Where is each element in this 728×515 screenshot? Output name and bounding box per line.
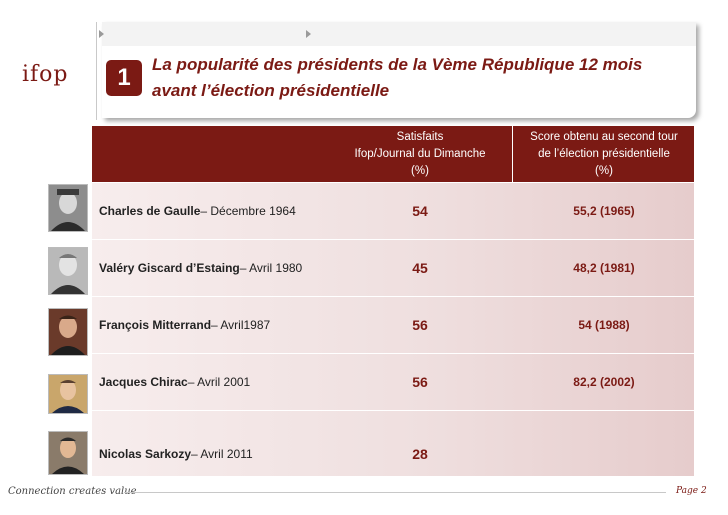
president-name: Valéry Giscard d’Estaing: [99, 261, 240, 275]
triangle-marker-icon: [99, 30, 104, 38]
table-row: [92, 183, 694, 239]
score-value: 55,2 (1965): [573, 204, 635, 218]
header-satisfaits-line2: Ifop/Journal du Dimanche: [354, 147, 486, 160]
survey-date: – Avril1987: [211, 318, 271, 332]
header-satisfaits: Satisfaits Ifop/Journal du Dimanche (%): [328, 126, 512, 182]
table-row: [92, 240, 694, 296]
portrait-giscard-icon: [48, 247, 88, 295]
header-divider: [96, 22, 97, 120]
president-name: Nicolas Sarkozy: [99, 447, 192, 461]
page-number: Page 2: [676, 486, 707, 496]
portrait-chirac-icon: [48, 374, 88, 414]
table-header: [92, 126, 694, 182]
header-satisfaits-line1: Satisfaits: [396, 130, 444, 143]
ifop-logo: ifop: [22, 62, 69, 87]
header-satisfaits-line3: (%): [411, 164, 429, 177]
header-score-line3: (%): [595, 164, 613, 177]
satisfaits-value: 28: [412, 446, 428, 462]
portrait-de-gaulle-icon: [48, 184, 88, 232]
title-line-1: La popularité des présidents de la Vème …: [152, 55, 643, 74]
row-name: Valéry Giscard d’Estaing – Avril 1980: [99, 240, 327, 296]
slide-number-badge: 1: [106, 60, 142, 96]
header-score: Score obtenu au second tour de l’électio…: [514, 126, 694, 182]
portrait-mitterrand-icon: [48, 308, 88, 356]
score-value: 54 (1988): [578, 318, 630, 332]
header-score-line1: Score obtenu au second tour: [530, 130, 678, 143]
president-name: Jacques Chirac: [99, 375, 188, 389]
row-name: Nicolas Sarkozy – Avril 2011: [99, 426, 327, 482]
header-top-band: [102, 22, 696, 46]
president-name: François Mitterrand: [99, 318, 212, 332]
satisfaits-value: 56: [412, 374, 428, 390]
page-title: La popularité des présidents de la Vème …: [152, 52, 692, 104]
portrait-sarkozy-icon: [48, 431, 88, 475]
row-name: Charles de Gaulle – Décembre 1964: [99, 183, 327, 239]
table-row: [92, 297, 694, 353]
satisfaits-value: 56: [412, 317, 428, 333]
survey-date: – Avril 2001: [187, 375, 251, 389]
satisfaits-value: 45: [412, 260, 428, 276]
survey-date: – Décembre 1964: [200, 204, 296, 218]
score-value: 82,2 (2002): [573, 375, 635, 389]
president-name: Charles de Gaulle: [99, 204, 201, 218]
row-name: Jacques Chirac – Avril 2001: [99, 354, 327, 410]
survey-date: – Avril 2011: [191, 447, 253, 461]
score-value: [514, 426, 694, 482]
footer-tagline: Connection creates value: [8, 486, 137, 497]
header-score-line2: de l’élection présidentielle: [538, 147, 670, 160]
satisfaits-value: 54: [412, 203, 428, 219]
footer-divider: [124, 492, 666, 493]
score-value: 48,2 (1981): [573, 261, 635, 275]
survey-date: – Avril 1980: [239, 261, 303, 275]
table-row: [92, 411, 694, 476]
triangle-marker-icon: [306, 30, 311, 38]
title-line-2: avant l’élection présidentielle: [152, 81, 390, 100]
table-row: [92, 354, 694, 410]
row-name: François Mitterrand – Avril1987: [99, 297, 327, 353]
